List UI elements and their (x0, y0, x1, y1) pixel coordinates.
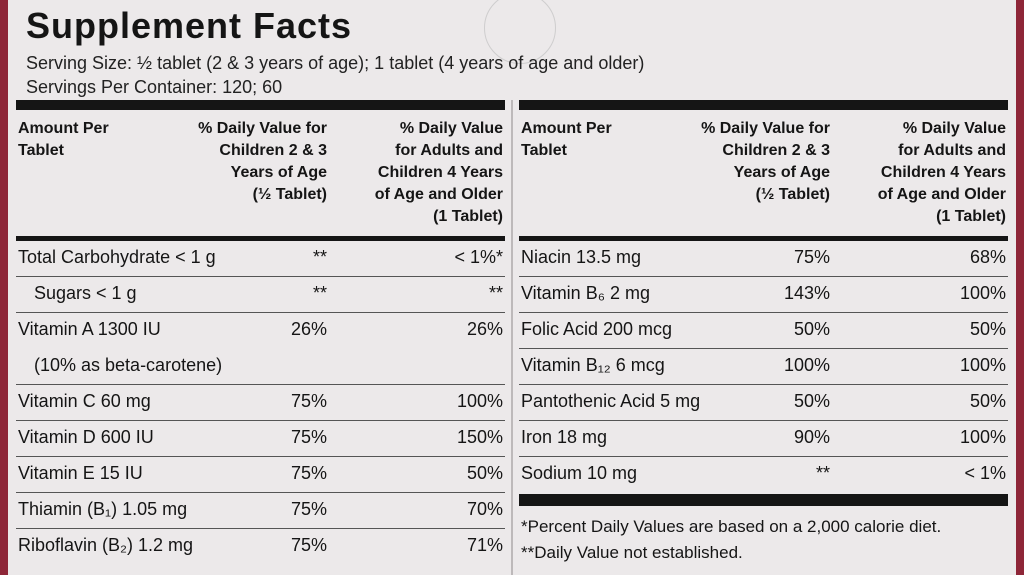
table-row: Folic Acid 200 mcg 50% 50% (519, 313, 1008, 349)
header-adults: % Daily Value for Adults and Children 4 Ye… (877, 120, 1006, 225)
table-row: Sugars < 1 g ** ** (16, 277, 505, 313)
header-amount: Amount Per Tablet (18, 120, 109, 159)
header-bar (519, 100, 1008, 110)
page-title: Supplement Facts (26, 5, 353, 46)
left-column: Amount Per Tablet % Daily Value for Childr… (16, 100, 505, 564)
header-amount: Amount Per Tablet (521, 120, 612, 159)
servings-per-container: Servings Per Container: 120; 60 (26, 77, 283, 97)
table-row: Vitamin E 15 IU 75% 50% (16, 457, 505, 493)
table-row: Niacin 13.5 mg 75% 68% (519, 241, 1008, 277)
table-row: Vitamin C 60 mg 75% 100% (16, 385, 505, 421)
footnote-not-established: **Daily Value not established. (521, 543, 743, 562)
footnote-daily-value: *Percent Daily Values are based on a 2,0… (521, 517, 942, 536)
header-children: % Daily Value for Children 2 & 3 Years of … (701, 120, 830, 203)
header-adults: % Daily Value for Adults and Children 4 Ye… (374, 120, 503, 225)
table-row: Vitamin B₁₂ 6 mcg 100% 100% (519, 349, 1008, 385)
table-header: Amount Per Tablet % Daily Value for Childr… (519, 110, 1008, 236)
header-underline (16, 236, 505, 241)
table-row: Thiamin (B₁) 1.05 mg 75% 70% (16, 493, 505, 529)
table-row: Iron 18 mg 90% 100% (519, 421, 1008, 457)
header-bar (16, 100, 505, 110)
footnote-bar (519, 494, 1008, 506)
table-row: Total Carbohydrate < 1 g ** < 1%* (16, 241, 505, 277)
table-row: Pantothenic Acid 5 mg 50% 50% (519, 385, 1008, 421)
table-row: Riboflavin (B₂) 1.2 mg 75% 71% (18, 535, 503, 555)
header-children: % Daily Value for Children 2 & 3 Years of … (198, 120, 327, 203)
right-column: Amount Per Tablet % Daily Value for Childr… (519, 100, 1008, 566)
table-row: Sodium 10 mg ** < 1% (521, 463, 1006, 483)
table-header: Amount Per Tablet % Daily Value for Childr… (16, 110, 505, 236)
table-row: Vitamin A 1300 IU (10% as beta-carotene) 2… (16, 313, 505, 385)
header-underline (519, 236, 1008, 241)
table-row: Vitamin B₆ 2 mg 143% 100% (519, 277, 1008, 313)
decorative-circle (484, 0, 556, 64)
serving-size: Serving Size: ½ tablet (2 & 3 years of a… (26, 53, 645, 73)
footnotes: *Percent Daily Values are based on a 2,0… (519, 514, 1008, 566)
table-row: Vitamin D 600 IU 75% 150% (16, 421, 505, 457)
column-divider (511, 100, 513, 575)
